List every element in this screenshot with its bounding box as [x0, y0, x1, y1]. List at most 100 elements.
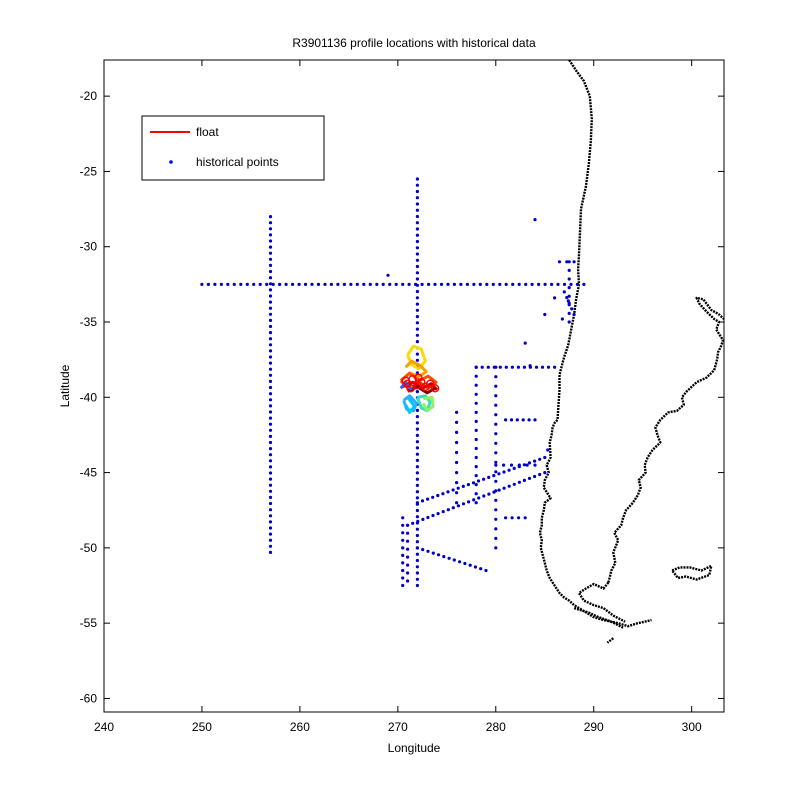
historical-point	[415, 333, 419, 337]
historical-point	[268, 416, 273, 420]
historical-point	[415, 458, 419, 462]
historical-point	[406, 555, 410, 559]
historical-point	[415, 214, 419, 219]
float-point	[414, 373, 423, 382]
historical-point	[415, 289, 419, 294]
historical-point	[415, 552, 419, 556]
historical-point	[426, 515, 430, 520]
historical-point	[476, 479, 481, 483]
historical-point	[415, 540, 419, 544]
historical-point	[498, 282, 502, 286]
historical-point	[452, 282, 456, 286]
historical-point	[494, 422, 498, 426]
historical-point	[528, 364, 532, 368]
historical-point	[268, 251, 273, 255]
historical-point	[415, 283, 419, 287]
historical-point	[498, 365, 502, 369]
historical-point	[268, 422, 273, 426]
historical-point	[415, 440, 419, 444]
y-tick-label: -20	[80, 89, 98, 103]
historical-point	[415, 527, 419, 531]
historical-point	[406, 547, 410, 551]
historical-point	[479, 567, 483, 571]
historical-point	[494, 470, 498, 474]
historical-point	[510, 365, 514, 369]
historical-point	[268, 398, 273, 402]
historical-point	[368, 282, 372, 286]
float-tracks-layer	[399, 344, 440, 414]
historical-point	[474, 483, 478, 487]
historical-point	[420, 499, 425, 503]
historical-point	[474, 401, 478, 405]
historical-point	[415, 227, 419, 231]
historical-point	[268, 385, 273, 390]
historical-point	[394, 282, 398, 286]
historical-point	[415, 515, 419, 519]
historical-point	[415, 258, 419, 262]
coastline-layer	[538, 59, 725, 644]
historical-point	[455, 420, 459, 424]
historical-point	[433, 282, 437, 286]
historical-point	[232, 282, 236, 286]
historical-point	[517, 480, 522, 484]
historical-point	[336, 282, 340, 286]
historical-point	[458, 560, 462, 564]
float-point	[426, 379, 435, 388]
historical-point	[415, 465, 419, 469]
historical-point	[415, 277, 419, 281]
historical-point	[415, 583, 419, 588]
coastline-line	[607, 296, 725, 583]
historical-point	[268, 343, 273, 347]
historical-point	[426, 497, 430, 501]
historical-point	[268, 227, 273, 231]
historical-point	[504, 282, 508, 286]
historical-point	[494, 479, 498, 483]
historical-point	[415, 433, 419, 437]
historical-point	[316, 282, 321, 286]
historical-point	[415, 533, 419, 538]
historical-point	[522, 463, 527, 467]
historical-point	[451, 506, 455, 510]
historical-point	[297, 282, 301, 286]
historical-point	[431, 551, 435, 555]
historical-point	[507, 468, 511, 472]
historical-point	[245, 282, 249, 286]
historical-point	[421, 548, 425, 552]
historical-point	[421, 517, 425, 522]
historical-point	[268, 508, 273, 512]
historical-point	[268, 447, 273, 451]
historical-point	[265, 282, 269, 286]
historical-point	[494, 441, 498, 445]
historical-point	[226, 282, 230, 286]
historical-point	[446, 508, 450, 512]
historical-point	[523, 341, 527, 345]
historical-point	[329, 282, 333, 286]
historical-point	[268, 373, 273, 377]
historical-point	[415, 415, 419, 419]
historical-point	[415, 239, 419, 244]
historical-point	[478, 282, 482, 286]
historical-point	[268, 477, 273, 481]
historical-point	[415, 358, 419, 362]
historical-point	[572, 260, 576, 264]
float-point	[401, 376, 410, 385]
legend: float historical points	[141, 115, 325, 181]
historical-point	[420, 282, 424, 286]
y-tick-label: -50	[80, 541, 98, 555]
historical-point	[268, 465, 273, 469]
historical-point	[533, 463, 537, 467]
historical-point	[415, 196, 419, 200]
historical-point	[474, 410, 478, 414]
historical-point	[200, 282, 204, 286]
historical-point	[504, 516, 508, 520]
x-tick-label: 290	[584, 720, 604, 734]
historical-point	[465, 282, 469, 286]
historical-point	[507, 484, 511, 488]
historical-point	[467, 500, 471, 504]
historical-point	[509, 418, 514, 422]
historical-point	[446, 282, 450, 286]
historical-point	[562, 282, 567, 286]
x-axis-ticks: 240 250 260 270 280 290 300	[94, 60, 702, 734]
historical-point	[415, 252, 419, 256]
historical-point	[268, 428, 273, 432]
